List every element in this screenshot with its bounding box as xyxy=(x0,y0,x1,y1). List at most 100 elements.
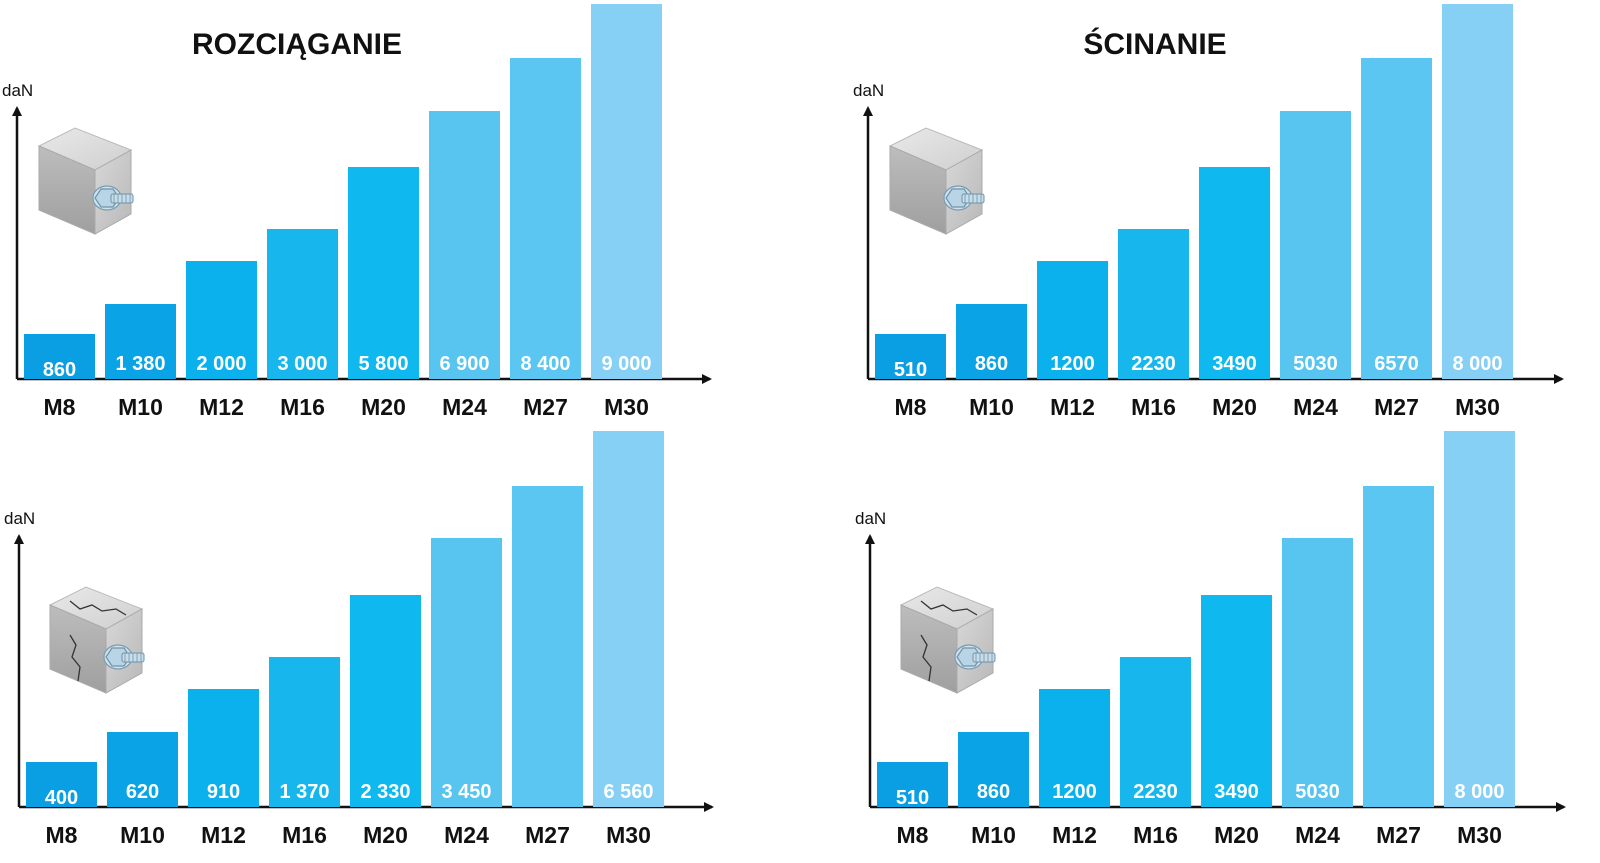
bar-m10 xyxy=(105,304,176,379)
bar-m20 xyxy=(1199,167,1270,379)
y-axis-unit-label: daN xyxy=(2,81,33,100)
bar-m24 xyxy=(1282,538,1353,807)
x-tick-label: M20 xyxy=(1212,394,1257,420)
bar-value-label: 910 xyxy=(207,781,240,803)
chart-panel-3: daN 400 M8 620 M10 910 M12 1 370 M16 2 330 M20 3 45… xyxy=(4,431,714,848)
bar-m24 xyxy=(429,111,500,379)
bar-m12 xyxy=(186,261,257,379)
x-tick-label: M24 xyxy=(444,822,489,848)
bar-m27 xyxy=(1363,486,1434,807)
bar-m12 xyxy=(1039,689,1110,807)
x-tick-label: M8 xyxy=(897,822,929,848)
x-tick-label: M12 xyxy=(199,394,244,420)
x-tick-label: M16 xyxy=(1131,394,1176,420)
bar-m27 xyxy=(510,58,581,379)
x-tick-label: M16 xyxy=(280,394,325,420)
chart-panel-2: daN 510 M8 860 M10 1200 M12 2230 M16 3490 M20 5030 M… xyxy=(853,4,1564,420)
x-tick-label: M8 xyxy=(44,394,76,420)
bar-m30 xyxy=(593,431,664,807)
chart-panel-4: daN 510 M8 860 M10 1200 M12 2230 M16 3490 M20 5030 M… xyxy=(855,431,1566,848)
chart-panel-1: daN 860 M8 1 380 M10 2 000 M12 3 000 M16 5 800 M20… xyxy=(2,4,712,420)
bar-m12 xyxy=(1037,261,1108,379)
x-tick-label: M12 xyxy=(201,822,246,848)
bar-value-label: 2230 xyxy=(1133,781,1178,803)
x-tick-label: M12 xyxy=(1050,394,1095,420)
x-tick-label: M30 xyxy=(604,394,649,420)
x-tick-label: M20 xyxy=(1214,822,1259,848)
bar-value-label: 1 380 xyxy=(115,353,165,375)
bar-value-label: 6570 xyxy=(1374,353,1419,375)
y-axis-unit-label: daN xyxy=(4,509,35,528)
bar-value-label: 860 xyxy=(975,353,1008,375)
bar-m16 xyxy=(267,229,338,379)
bar-value-label: 5 800 xyxy=(358,353,408,375)
bar-m27 xyxy=(512,486,583,807)
bar-value-label: 8 000 xyxy=(1452,353,1502,375)
bar-value-label: 2 000 xyxy=(196,353,246,375)
bar-value-label: 620 xyxy=(126,781,159,803)
x-tick-label: M24 xyxy=(442,394,487,420)
bar-m8 xyxy=(24,334,95,379)
bar-value-label: 3490 xyxy=(1212,353,1257,375)
bar-value-label: 5030 xyxy=(1295,781,1340,803)
x-tick-label: M10 xyxy=(969,394,1014,420)
concrete-block-icon xyxy=(37,127,134,235)
x-tick-label: M30 xyxy=(1457,822,1502,848)
x-tick-label: M16 xyxy=(1133,822,1178,848)
bar-value-label: 6 560 xyxy=(603,781,653,803)
x-tick-label: M24 xyxy=(1293,394,1338,420)
bar-value-label: 1 370 xyxy=(279,781,329,803)
bar-m10 xyxy=(956,304,1027,379)
charts-group: daN 860 M8 1 380 M10 2 000 M12 3 000 M16 5 800 M20… xyxy=(2,4,1566,848)
bar-value-label: 5030 xyxy=(1293,353,1338,375)
bar-value-label: 3 000 xyxy=(277,353,327,375)
x-tick-label: M20 xyxy=(361,394,406,420)
bar-m8 xyxy=(26,762,97,807)
x-tick-label: M10 xyxy=(118,394,163,420)
x-tick-label: M8 xyxy=(895,394,927,420)
bar-m10 xyxy=(107,732,178,807)
bar-value-label: 860 xyxy=(43,359,76,381)
bar-m24 xyxy=(431,538,502,807)
bar-value-label: 3490 xyxy=(1214,781,1259,803)
y-axis-unit-label: daN xyxy=(853,81,884,100)
bar-value-label: 1200 xyxy=(1050,353,1095,375)
x-tick-label: M24 xyxy=(1295,822,1340,848)
bar-value-label: 8 000 xyxy=(1454,781,1504,803)
bar-m16 xyxy=(1120,657,1191,807)
x-tick-label: M27 xyxy=(525,822,570,848)
bar-m16 xyxy=(1118,229,1189,379)
bar-value-label: 400 xyxy=(45,787,78,809)
bar-m20 xyxy=(350,595,421,807)
bar-value-label: 1200 xyxy=(1052,781,1097,803)
bar-m24 xyxy=(1280,111,1351,379)
concrete-block-icon xyxy=(888,127,985,235)
cracked-concrete-block-icon xyxy=(899,586,996,694)
bar-m16 xyxy=(269,657,340,807)
bar-m10 xyxy=(958,732,1029,807)
bar-m8 xyxy=(877,762,948,807)
bar-m20 xyxy=(1201,595,1272,807)
bar-value-label: 2 330 xyxy=(360,781,410,803)
cracked-concrete-block-icon xyxy=(48,586,145,694)
bar-value-label: 3 450 xyxy=(441,781,491,803)
bar-value-label: 510 xyxy=(896,787,929,809)
bar-m30 xyxy=(591,4,662,379)
x-tick-label: M8 xyxy=(46,822,78,848)
bar-m20 xyxy=(348,167,419,379)
x-tick-label: M27 xyxy=(1376,822,1421,848)
x-tick-label: M30 xyxy=(606,822,651,848)
y-axis-unit-label: daN xyxy=(855,509,886,528)
x-tick-label: M10 xyxy=(120,822,165,848)
x-tick-label: M30 xyxy=(1455,394,1500,420)
bar-value-label: 8 400 xyxy=(520,353,570,375)
chart-title-shear: ŚCINANIE xyxy=(1083,27,1226,61)
bar-m27 xyxy=(1361,58,1432,379)
bar-value-label: 860 xyxy=(977,781,1010,803)
x-tick-label: M16 xyxy=(282,822,327,848)
x-tick-label: M27 xyxy=(1374,394,1419,420)
bar-value-label: 9 000 xyxy=(601,353,651,375)
bar-m30 xyxy=(1442,4,1513,379)
bar-value-label: 2230 xyxy=(1131,353,1176,375)
